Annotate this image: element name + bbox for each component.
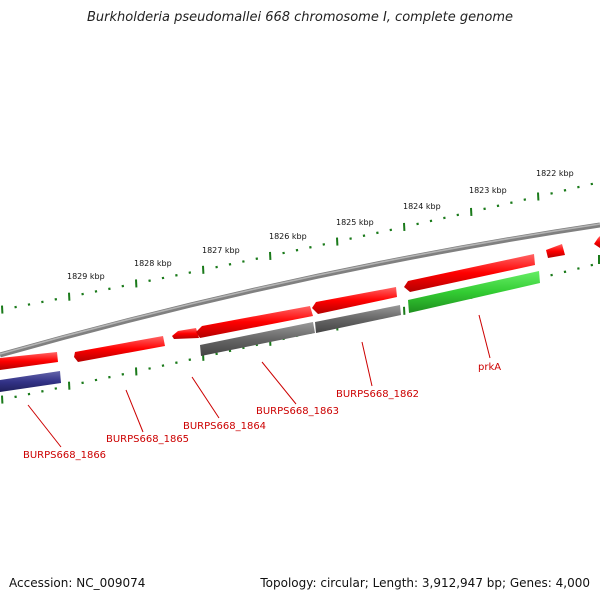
- reverse-strand-genes: [0, 255, 600, 392]
- gene-labels: prkA BURPS668_1862 BURPS668_1863 BURPS66…: [23, 362, 501, 461]
- gene-arrow: [546, 244, 565, 258]
- gene-arrow: [408, 271, 540, 313]
- scale-label-1827: 1827 kbp: [202, 246, 240, 255]
- leader-line: [361, 341, 373, 387]
- leader-line: [261, 361, 297, 405]
- gene-label-1863: BURPS668_1863: [256, 406, 339, 417]
- scale-label-1826: 1826 kbp: [269, 232, 307, 241]
- gene-arrow: [312, 287, 397, 314]
- scale-label-1823: 1823 kbp: [469, 186, 507, 195]
- leader-line: [478, 314, 491, 359]
- accession-text: Accession: NC_009074: [9, 576, 146, 590]
- gene-arrow: [196, 306, 313, 338]
- gene-arrow: [200, 322, 315, 356]
- gene-arrow: [172, 328, 199, 339]
- label-leaders: [27, 314, 491, 448]
- scale-label-1824: 1824 kbp: [403, 202, 441, 211]
- gene-label-prka: prkA: [478, 362, 501, 373]
- gene-arrow: [74, 336, 165, 362]
- gene-label-1862: BURPS668_1862: [336, 389, 419, 400]
- map-title: Burkholderia pseudomallei 668 chromosome…: [86, 10, 514, 25]
- forward-strand-genes: [0, 236, 600, 370]
- gene-arrow: [0, 371, 61, 392]
- chromosome-backbone: [0, 222, 600, 358]
- leader-line: [27, 404, 62, 448]
- scale-label-1829: 1829 kbp: [67, 272, 105, 281]
- gene-arrow: [594, 236, 600, 248]
- scale-labels: 1822 kbp 1823 kbp 1824 kbp 1825 kbp 1826…: [67, 169, 574, 281]
- leader-line: [191, 376, 220, 419]
- scale-label-1828: 1828 kbp: [134, 259, 172, 268]
- gene-arrow: [315, 305, 401, 333]
- gene-label-1866: BURPS668_1866: [23, 450, 106, 461]
- gene-label-1865: BURPS668_1865: [106, 434, 189, 445]
- scale-label-1822: 1822 kbp: [536, 169, 574, 178]
- genome-summary-text: Topology: circular; Length: 3,912,947 bp…: [260, 576, 590, 590]
- gene-label-1864: BURPS668_1864: [183, 421, 266, 432]
- gene-arrow: [404, 254, 535, 292]
- scale-label-1825: 1825 kbp: [336, 218, 374, 227]
- gene-arrow: [0, 352, 58, 370]
- outer-scale-ticks: [1, 182, 594, 314]
- leader-line: [125, 389, 144, 433]
